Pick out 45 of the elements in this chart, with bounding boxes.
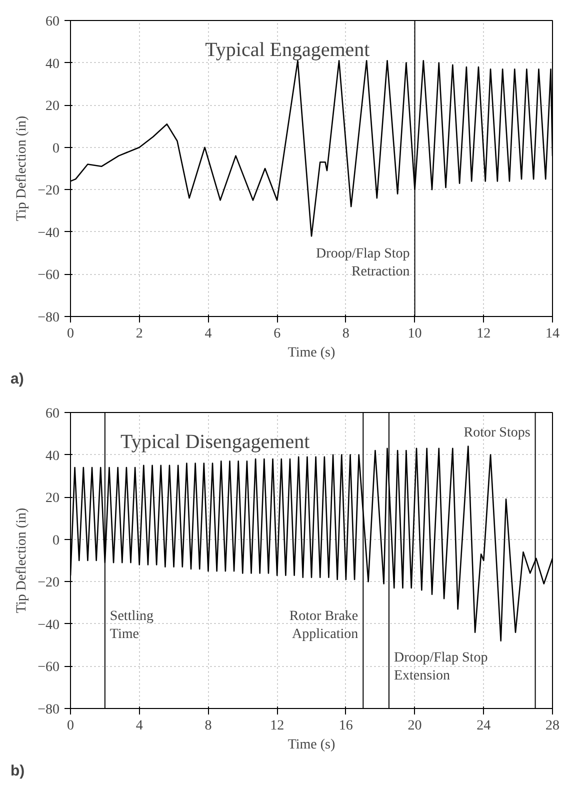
x-tick-label: 4 bbox=[204, 326, 212, 342]
x-tick-label: 8 bbox=[342, 326, 350, 342]
x-tick-label: 4 bbox=[136, 718, 143, 734]
x-tick-label: 16 bbox=[338, 718, 353, 734]
ref-line-label: Droop/Flap Stop Extension bbox=[394, 650, 488, 684]
ref-line-label: Rotor Brake Application bbox=[289, 609, 358, 642]
x-axis-title: Time (s) bbox=[288, 738, 336, 752]
x-tick-label: 6 bbox=[274, 326, 281, 342]
text: b) bbox=[10, 762, 25, 780]
y-tick-label: 20 bbox=[46, 491, 60, 506]
x-tick-label: 0 bbox=[67, 718, 74, 734]
x-tick-label: 12 bbox=[476, 326, 491, 342]
y-tick-label: −80 bbox=[38, 310, 60, 326]
x-tick-label: 14 bbox=[546, 326, 560, 342]
y-axis-title: Tip Deflection (in) bbox=[14, 116, 30, 222]
x-tick-label: 0 bbox=[67, 326, 74, 342]
text: Typical Disengagement bbox=[120, 431, 310, 454]
y-tick-label: 20 bbox=[46, 99, 60, 114]
y-tick-label: −40 bbox=[38, 618, 60, 633]
x-tick-label: 8 bbox=[204, 718, 212, 734]
y-tick-label: −60 bbox=[38, 660, 60, 676]
y-tick-label: 60 bbox=[46, 14, 60, 30]
x-tick-label: 10 bbox=[408, 326, 422, 342]
ref-line-label: Rotor Stops bbox=[464, 426, 530, 441]
y-tick-label: 0 bbox=[52, 141, 60, 156]
x-tick-label: 20 bbox=[408, 718, 422, 734]
y-tick-label: 0 bbox=[52, 533, 60, 548]
y-tick-label: −40 bbox=[38, 226, 60, 241]
y-tick-label: −80 bbox=[38, 702, 60, 718]
x-tick-label: 2 bbox=[136, 326, 143, 342]
ref-line-label: Droop/Flap Stop Retraction bbox=[316, 246, 410, 280]
x-axis-title: Time (s) bbox=[288, 346, 336, 360]
y-tick-label: 40 bbox=[46, 56, 60, 72]
ref-line-label: Settling Time bbox=[110, 609, 154, 642]
x-tick-label: 24 bbox=[476, 718, 491, 734]
y-axis-title: Tip Deflection (in) bbox=[14, 508, 30, 614]
text: Typical Engagement bbox=[205, 39, 370, 62]
x-tick-label: 28 bbox=[546, 718, 560, 734]
y-tick-label: 40 bbox=[46, 448, 60, 464]
y-tick-label: −60 bbox=[38, 268, 60, 284]
y-tick-label: 60 bbox=[46, 406, 60, 422]
x-tick-label: 12 bbox=[270, 718, 284, 734]
text: a) bbox=[10, 370, 24, 388]
y-tick-label: −20 bbox=[38, 184, 60, 199]
y-tick-label: −20 bbox=[38, 576, 60, 591]
